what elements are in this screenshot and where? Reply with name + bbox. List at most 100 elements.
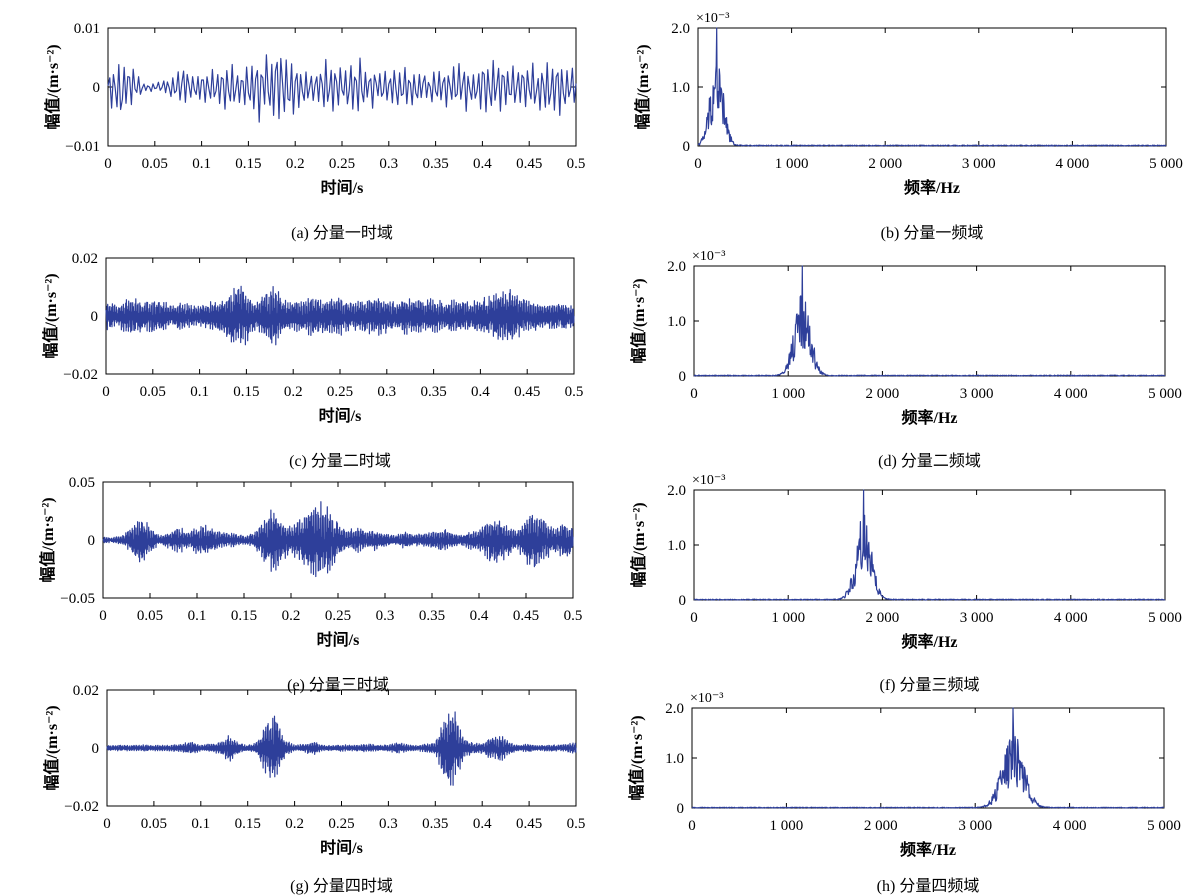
axes-box <box>693 265 1166 377</box>
x-tick-label: 0 <box>99 608 107 624</box>
y-tick-label: 1.0 <box>671 80 690 96</box>
x-tick-label: 0.05 <box>141 816 167 832</box>
y-tick-label: 0.05 <box>69 475 95 491</box>
series-line <box>105 285 575 346</box>
x-tick-label: 0.4 <box>470 608 489 624</box>
y-tick-label: 2.0 <box>671 21 690 37</box>
y-tick-label: 2.0 <box>665 701 684 717</box>
x-tick-label: 0 <box>102 384 110 400</box>
series-line <box>102 501 574 578</box>
y-tick-label: 0 <box>679 593 687 609</box>
x-tick-label: 2 000 <box>866 386 900 402</box>
x-tick-label: 0 <box>694 156 702 172</box>
x-tick-label: 0.4 <box>473 816 492 832</box>
x-tick-label: 0 <box>104 156 112 172</box>
x-tick-label: 4 000 <box>1053 818 1087 834</box>
x-tick-label: 1 000 <box>771 386 805 402</box>
x-tick-label: 1 000 <box>770 818 804 834</box>
y-tick-label: 0 <box>93 80 101 96</box>
y-tick-label: 0 <box>92 741 100 757</box>
x-tick-label: 0.4 <box>471 384 490 400</box>
y-tick-label: 1.0 <box>667 314 686 330</box>
x-tick-label: 0.35 <box>419 608 445 624</box>
x-tick-label: 0.05 <box>142 156 168 172</box>
x-tick-label: 0.15 <box>235 816 261 832</box>
x-tick-label: 0.35 <box>420 384 446 400</box>
x-tick-label: 0.05 <box>137 608 163 624</box>
y-tick-label: 1.0 <box>665 751 684 767</box>
x-tick-label: 5 000 <box>1148 610 1182 626</box>
y-axis-label: 幅值/(m·s⁻²) <box>627 715 646 800</box>
axes-box <box>691 707 1165 809</box>
x-tick-label: 5 000 <box>1149 156 1183 172</box>
panel-f: 0 1 000 2 000 3 000 4 000 5 000 2.0 1.0 0 ×10⁻³ 频率… <box>629 473 1182 694</box>
panel-e: 0 0.05 0.1 0.15 0.2 0.25 0.3 0.35 0.4 0.45 0.5 0.05… <box>38 475 582 694</box>
x-tick-label: 0.25 <box>328 816 354 832</box>
y-axis-label: 幅值/(m·s⁻²) <box>629 502 648 587</box>
y-axis-label: 幅值/(m·s⁻²) <box>42 705 61 790</box>
x-tick-label: 0.1 <box>188 608 207 624</box>
y-multiplier: ×10⁻³ <box>692 249 725 264</box>
y-axis-label: 幅值/(m·s⁻²) <box>629 278 648 363</box>
y-tick-label: 0.02 <box>73 683 99 699</box>
x-tick-label: 0.5 <box>567 816 586 832</box>
y-tick-label: 0.01 <box>74 21 100 37</box>
y-multiplier: ×10⁻³ <box>690 691 723 706</box>
x-tick-label: 0.35 <box>422 816 448 832</box>
x-tick-label: 3 000 <box>962 156 996 172</box>
panel-caption: (h) 分量四频域 <box>877 877 980 895</box>
series-line <box>693 489 1166 601</box>
x-tick-label: 4 000 <box>1054 386 1088 402</box>
x-tick-label: 0.2 <box>282 608 301 624</box>
x-tick-label: 2 000 <box>864 818 898 834</box>
y-tick-label: 0 <box>679 369 687 385</box>
panel-caption: (e) 分量三时域 <box>287 676 389 694</box>
x-tick-label: 0.35 <box>422 156 448 172</box>
x-tick-label: 1 000 <box>771 610 805 626</box>
x-axis-label: 时间/s <box>319 406 362 425</box>
axes-box <box>697 27 1167 147</box>
y-tick-label: 0 <box>91 309 99 325</box>
x-tick-label: 1 000 <box>775 156 809 172</box>
x-tick-label: 0.25 <box>327 384 353 400</box>
y-axis-label: 幅值/(m·s⁻²) <box>633 44 652 129</box>
x-tick-label: 0.5 <box>565 384 584 400</box>
x-tick-label: 0.2 <box>286 156 305 172</box>
y-multiplier: ×10⁻³ <box>696 11 729 26</box>
panel-caption: (c) 分量二时域 <box>289 452 391 470</box>
x-tick-label: 0.2 <box>284 384 303 400</box>
x-tick-label: 0.4 <box>473 156 492 172</box>
y-tick-label: −0.02 <box>64 799 99 815</box>
panel-h: 0 1 000 2 000 3 000 4 000 5 000 2.0 1.0 0 ×10⁻³ 频率… <box>627 691 1181 895</box>
x-tick-label: 3 000 <box>958 818 992 834</box>
y-axis-label: 幅值/(m·s⁻²) <box>43 44 62 129</box>
x-tick-label: 0 <box>690 610 698 626</box>
panel-g: 0 0.05 0.1 0.15 0.2 0.25 0.3 0.35 0.4 0.45 0.5 0.02… <box>42 683 585 895</box>
y-tick-label: 1.0 <box>667 538 686 554</box>
x-tick-label: 0 <box>103 816 111 832</box>
x-tick-label: 0.05 <box>140 384 166 400</box>
x-tick-label: 0.1 <box>192 156 211 172</box>
panel-b: 0 1 000 2 000 3 000 4 000 5 000 2.0 1.0 0 ×10⁻³ 频率… <box>633 11 1183 242</box>
series-line <box>691 707 1165 809</box>
y-axis-label: 幅值/(m·s⁻²) <box>38 497 57 582</box>
panel-caption: (g) 分量四时域 <box>290 877 393 895</box>
x-tick-label: 0.25 <box>329 156 355 172</box>
x-tick-label: 0.45 <box>513 608 539 624</box>
x-tick-label: 5 000 <box>1147 818 1181 834</box>
x-tick-label: 3 000 <box>960 610 994 626</box>
x-tick-label: 5 000 <box>1148 386 1182 402</box>
y-tick-label: 2.0 <box>667 483 686 499</box>
series-line <box>697 27 1167 147</box>
x-tick-label: 2 000 <box>866 610 900 626</box>
x-tick-label: 0.3 <box>377 384 396 400</box>
x-tick-label: 0.3 <box>379 816 398 832</box>
x-tick-label: 0.15 <box>233 384 259 400</box>
y-tick-label: 0 <box>677 801 685 817</box>
x-tick-label: 3 000 <box>960 386 994 402</box>
x-tick-label: 0.1 <box>191 816 210 832</box>
x-tick-label: 0.5 <box>567 156 586 172</box>
y-multiplier: ×10⁻³ <box>692 473 725 488</box>
y-tick-label: 2.0 <box>667 259 686 275</box>
x-axis-label: 频率/Hz <box>900 840 956 859</box>
